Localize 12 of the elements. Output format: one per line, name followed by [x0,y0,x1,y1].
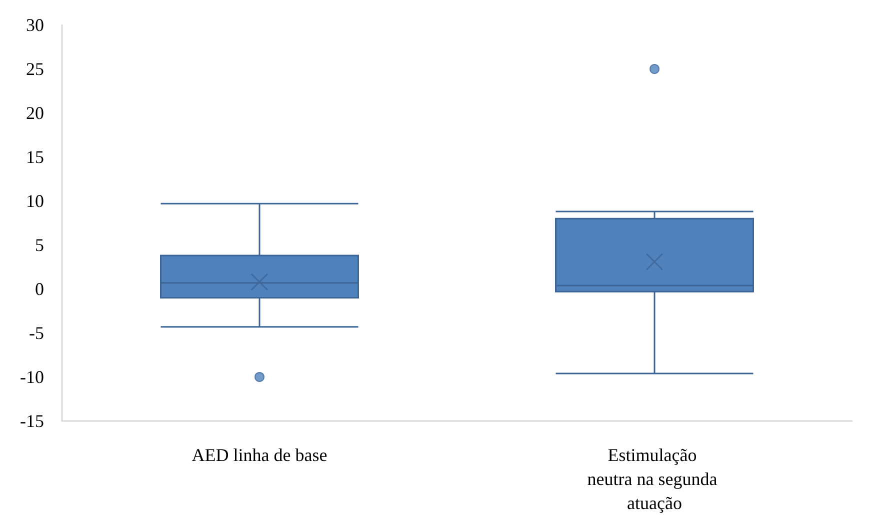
x-tick-label: AED linha de base [192,445,328,465]
y-tick-label: 25 [26,59,44,79]
y-tick-label: -5 [29,323,44,343]
y-tick-label: 20 [26,103,44,123]
y-tick-label: -15 [20,411,44,431]
y-tick-label: 5 [35,235,44,255]
y-tick-label: 0 [35,279,44,299]
y-tick-label: -10 [20,367,44,387]
x-tick-label: Estimulação neutra na segunda atuação [587,445,722,513]
y-tick-label: 30 [26,15,44,35]
y-tick-label: 15 [26,147,44,167]
y-tick-label: 10 [26,191,44,211]
